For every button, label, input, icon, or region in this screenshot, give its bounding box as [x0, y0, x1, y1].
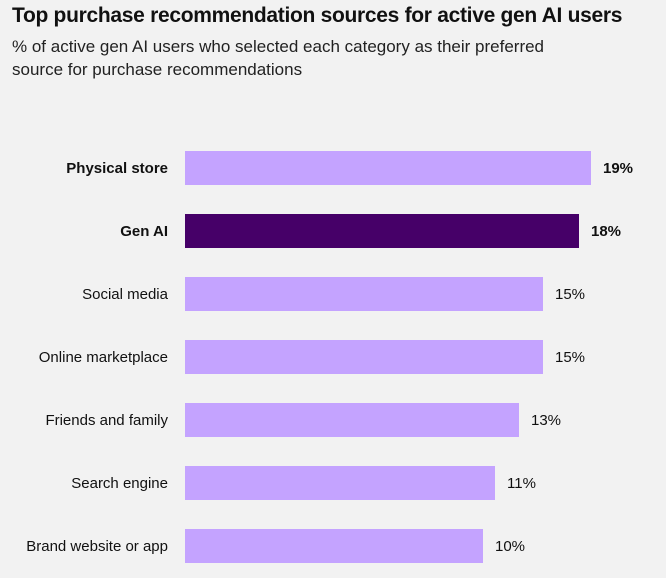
data-label: 19%: [603, 160, 633, 177]
bar: [185, 214, 579, 248]
data-label: 10%: [495, 538, 525, 555]
category-label: Online marketplace: [39, 349, 168, 366]
category-label: Gen AI: [120, 223, 168, 240]
category-label: Search engine: [71, 475, 168, 492]
bar: [185, 529, 483, 563]
chart-title: Top purchase recommendation sources for …: [12, 4, 623, 27]
category-label: Social media: [82, 286, 169, 303]
data-label: 15%: [555, 349, 585, 366]
category-label: Physical store: [66, 160, 168, 177]
category-label: Friends and family: [45, 412, 168, 429]
data-label: 18%: [591, 223, 621, 240]
chart-subtitle: % of active gen AI users who selected ea…: [12, 37, 545, 79]
category-label: Brand website or app: [26, 538, 168, 555]
bar: [185, 277, 543, 311]
data-label: 15%: [555, 286, 585, 303]
bar: [185, 340, 543, 374]
bar: [185, 466, 495, 500]
data-label: 11%: [507, 475, 536, 492]
bar: [185, 403, 519, 437]
bar: [185, 151, 591, 185]
data-label: 13%: [531, 412, 561, 429]
